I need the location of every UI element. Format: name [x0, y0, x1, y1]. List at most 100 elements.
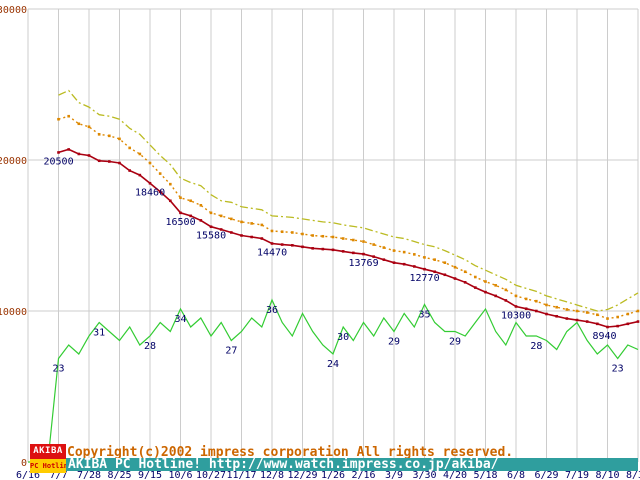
series-average-price-marker	[382, 246, 386, 249]
series-lowest-price-marker	[535, 309, 538, 313]
x-axis-label: 7/19	[565, 470, 589, 480]
price-label: 15580	[196, 231, 226, 242]
price-label: 10300	[501, 310, 531, 321]
series-average-price-marker	[240, 220, 243, 224]
series-lowest-price-marker	[463, 281, 467, 284]
series-lowest-price-marker	[87, 154, 91, 157]
series-average-price-marker	[97, 133, 101, 136]
series-lowest-price-marker	[291, 244, 294, 247]
series-lowest-price-marker	[138, 173, 142, 177]
x-axis-label: 9/15	[138, 470, 162, 480]
series-lowest-price-marker	[372, 255, 375, 258]
series-average-price-marker	[392, 249, 396, 252]
y-axis-label: 10000	[0, 307, 27, 318]
series-lowest-price-marker	[240, 234, 243, 237]
series-average-price-marker	[402, 250, 406, 254]
series-lowest-price-marker	[616, 324, 619, 328]
x-axis-label: 11/17	[226, 470, 256, 480]
series-average-price-marker	[494, 284, 497, 287]
series-lowest-price-marker	[413, 265, 416, 268]
count-label: 30	[337, 332, 349, 343]
series-lowest-price-marker	[423, 267, 426, 271]
count-label: 23	[612, 364, 624, 375]
series-average-price-marker	[158, 172, 162, 175]
series-lowest-price-marker	[545, 312, 548, 316]
series-lowest-price-marker	[230, 231, 233, 234]
count-label: 28	[144, 341, 156, 352]
akiba-logo-bottom: PC Hotline!	[30, 459, 76, 473]
series-average-price-marker	[545, 303, 548, 307]
series-average-price-marker	[524, 297, 528, 301]
series-average-price-marker	[616, 315, 619, 319]
series-average-price-marker	[179, 196, 182, 200]
series-average-price-marker	[341, 237, 345, 240]
series-lowest-price-marker	[626, 322, 630, 326]
x-axis-label: 6/16	[16, 470, 40, 480]
series-lowest-price-marker	[67, 148, 70, 151]
series-lowest-price-marker	[270, 242, 274, 245]
series-average-price-marker	[67, 114, 70, 118]
x-axis-label: 12/8	[260, 470, 284, 480]
x-axis-label: 8/25	[107, 470, 131, 480]
series-lowest-price-marker	[321, 247, 325, 251]
series-lowest-price-marker	[575, 318, 579, 322]
series-lowest-price-marker	[382, 258, 386, 261]
count-label: 23	[53, 364, 65, 375]
series-lowest-price-marker	[565, 317, 569, 320]
price-label: 8940	[593, 331, 617, 342]
series-average-price-marker	[565, 308, 569, 311]
series-average-price-marker	[250, 222, 253, 225]
series-lowest-price-marker	[606, 325, 609, 329]
series-lowest-price-marker	[352, 251, 355, 255]
series-lowest-price-marker	[57, 151, 60, 154]
series-average-price-marker	[606, 317, 609, 320]
series-lowest-price-marker	[189, 214, 192, 218]
series-average-price-marker	[189, 199, 192, 203]
series-lowest-price-marker	[362, 252, 365, 256]
akiba-logo-top: AKIBA	[30, 444, 66, 459]
series-lowest-price-marker	[128, 169, 131, 172]
x-axis-label: 10/6	[168, 470, 192, 480]
series-lowest-price-marker	[555, 314, 558, 318]
site-url-strip: AKIBA PC Hotline! http://www.watch.impre…	[66, 458, 638, 471]
series-average-price-marker	[270, 229, 274, 233]
x-axis-label: 6/8	[507, 470, 525, 480]
series-highest-price	[58, 89, 639, 312]
series-average-price-marker	[230, 217, 233, 221]
series-average-price-marker	[128, 146, 131, 150]
series-lowest-price-marker	[108, 160, 111, 163]
series-lowest-price-marker	[179, 211, 182, 215]
series-lowest-price-marker	[402, 262, 406, 266]
series-lowest-price-marker	[514, 305, 518, 308]
series-lowest-price-marker	[260, 237, 264, 240]
x-axis-label: 8/10	[595, 470, 619, 480]
series-lowest-price-marker	[169, 199, 172, 203]
series-average-price-marker	[199, 204, 203, 207]
series-lowest-price-marker	[118, 161, 121, 165]
series-average-price-marker	[321, 234, 325, 238]
x-axis-label: 7/7	[49, 470, 67, 480]
series-lowest-price-marker	[636, 320, 640, 323]
series-lowest-price-marker	[148, 181, 152, 185]
series-average-price-marker	[209, 211, 213, 215]
count-label: 29	[449, 337, 461, 348]
series-lowest-price-marker	[504, 299, 508, 302]
count-label: 24	[327, 359, 339, 370]
price-label: 14470	[257, 248, 287, 259]
series-average-price-marker	[138, 152, 142, 156]
series-average-price-marker	[423, 256, 426, 259]
price-label: 20500	[44, 156, 74, 167]
series-average-price-marker	[596, 313, 599, 317]
y-axis-label: 0	[21, 458, 27, 469]
series-average-price-marker	[280, 230, 284, 234]
series-average-price-marker	[474, 275, 477, 279]
series-average-price-marker	[555, 305, 558, 309]
price-label: 13769	[349, 258, 379, 269]
count-label: 27	[225, 346, 237, 357]
series-lowest-price-marker	[250, 235, 253, 239]
series-average-price-marker	[504, 288, 508, 292]
series-lowest-price-marker	[219, 228, 223, 231]
series-average-price-marker	[636, 309, 640, 313]
